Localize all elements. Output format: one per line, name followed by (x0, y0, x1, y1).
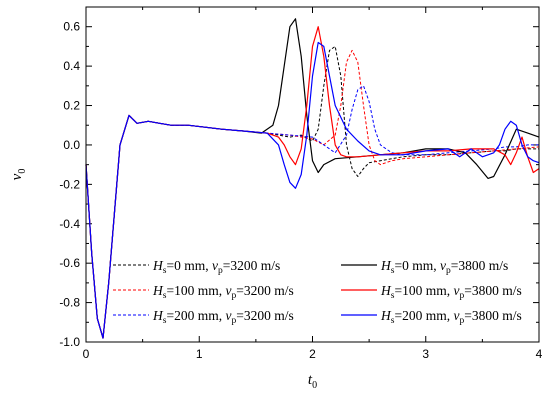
series-line (85, 85, 539, 339)
y-tick-label: 0.6 (63, 20, 80, 34)
y-tick-label: -0.4 (59, 217, 80, 231)
x-tick-label: 0 (83, 347, 90, 361)
legend: Hs=0 mm, vp=3200 m/s Hs=100 mm, vp=3200 m… (113, 258, 522, 326)
x-tick-label: 1 (196, 347, 203, 361)
series-layer (85, 18, 540, 339)
legend-label: Hs=200 mm, vp=3800 m/s (380, 308, 522, 326)
series-line (85, 41, 540, 339)
x-axis-label: t0 (308, 372, 317, 391)
y-tick-label: 0.4 (63, 59, 80, 73)
y-tick-label: -0.6 (59, 256, 80, 270)
legend-label: Hs=100 mm, vp=3800 m/s (380, 283, 522, 301)
legend-label: Hs=200 mm, vp=3200 m/s (152, 308, 294, 326)
x-tick-label: 3 (422, 347, 429, 361)
x-tick-label: 2 (309, 347, 316, 361)
y-axis-label: v0 (9, 169, 28, 181)
plot-frame (85, 6, 540, 343)
y-tick-label: -0.2 (59, 177, 80, 191)
y-tick-label: -1.0 (59, 335, 80, 349)
legend-label: Hs=0 mm, vp=3200 m/s (152, 258, 280, 276)
y-tick-label: -0.8 (59, 296, 80, 310)
y-tick-label: 0.2 (63, 99, 80, 113)
x-tick-label: 4 (536, 347, 543, 361)
legend-label: Hs=0 mm, vp=3800 m/s (380, 258, 508, 276)
y-tick-label: 0.0 (63, 138, 80, 152)
legend-label: Hs=100 mm, vp=3200 m/s (152, 283, 294, 301)
